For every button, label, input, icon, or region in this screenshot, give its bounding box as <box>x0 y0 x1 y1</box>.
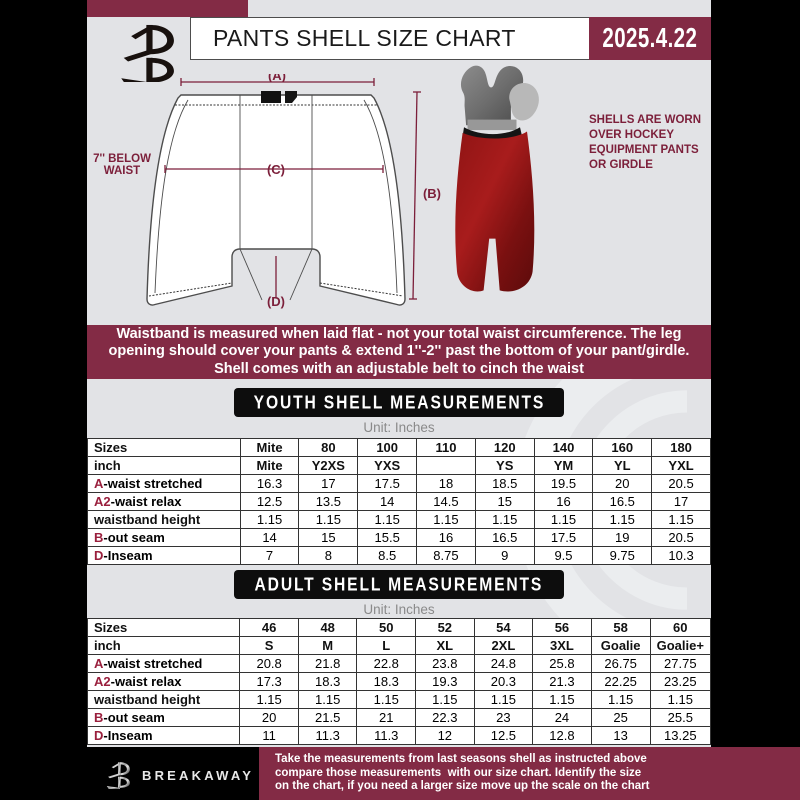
svg-text:(D): (D) <box>267 294 285 309</box>
svg-text:(A): (A) <box>268 74 286 83</box>
svg-text:7'' BELOW: 7'' BELOW <box>93 153 151 165</box>
svg-text:(B): (B) <box>423 186 441 201</box>
svg-text:(C): (C) <box>267 162 285 177</box>
svg-text:WAIST: WAIST <box>104 165 140 177</box>
